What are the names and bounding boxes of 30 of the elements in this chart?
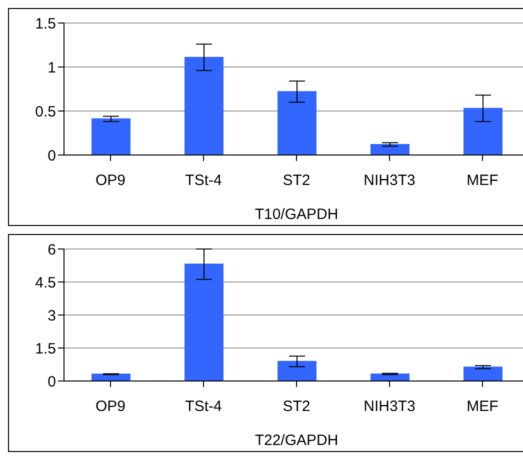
y-tick-label: 1.5 bbox=[35, 340, 56, 358]
bar bbox=[464, 108, 502, 155]
bar bbox=[278, 91, 316, 155]
y-tick-label: 0.5 bbox=[35, 103, 56, 120]
x-tick-label: NIH3T3 bbox=[364, 172, 416, 189]
bar bbox=[92, 118, 130, 155]
x-tick-label: TSt-4 bbox=[185, 398, 222, 415]
x-tick-label: MEF bbox=[466, 172, 498, 189]
y-tick-label: 0 bbox=[48, 147, 56, 164]
x-tick-label: OP9 bbox=[95, 398, 126, 415]
bar bbox=[92, 374, 130, 381]
x-tick-label: ST2 bbox=[282, 172, 310, 189]
y-tick-label: 1.5 bbox=[35, 15, 56, 32]
bar bbox=[370, 144, 410, 155]
x-tick-label: OP9 bbox=[95, 172, 126, 189]
y-tick-label: 0 bbox=[48, 373, 56, 390]
bar bbox=[278, 360, 316, 381]
bar bbox=[464, 366, 502, 381]
x-axis-title: T22/GAPDH bbox=[254, 432, 338, 449]
bar bbox=[184, 56, 224, 155]
x-axis-title: T10/GAPDH bbox=[254, 206, 338, 223]
bar bbox=[184, 264, 224, 381]
y-tick-label: 3 bbox=[48, 307, 56, 324]
x-tick-label: TSt-4 bbox=[185, 172, 222, 189]
x-tick-label: NIH3T3 bbox=[364, 398, 416, 415]
y-tick-label: 4.5 bbox=[35, 274, 56, 292]
y-tick-label: 6 bbox=[48, 241, 56, 258]
x-tick-label: MEF bbox=[466, 398, 498, 415]
y-tick-label: 1 bbox=[48, 59, 56, 76]
x-tick-label: ST2 bbox=[282, 398, 310, 415]
